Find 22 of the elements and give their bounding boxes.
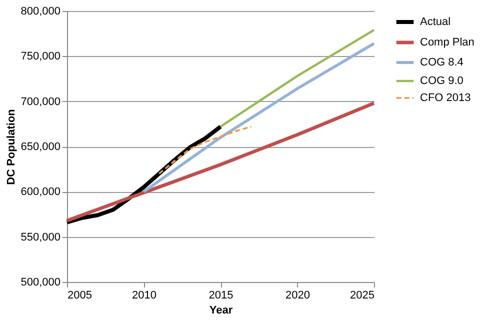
legend-label: COG 9.0 [420,75,464,87]
legend-label: Comp Plan [420,36,474,48]
y-tick-label: 700,000 [20,96,60,108]
line-series [158,126,252,174]
y-tick-label: 500,000 [20,276,60,288]
y-tick-label: 800,000 [20,6,60,18]
x-tick-label: 2020 [286,290,310,302]
legend-label: CFO 2013 [420,92,471,104]
line-series [65,101,376,222]
y-tick-label: 650,000 [20,141,60,153]
x-tick-label: 2025 [350,290,374,302]
x-axis-title: Year [209,304,234,316]
y-tick-label: 750,000 [20,50,60,63]
x-tick-label: 2015 [208,290,234,302]
legend-label: COG 8.4 [420,56,464,68]
y-tick-label: 600,000 [20,186,60,198]
y-axis-title: DC Population [6,108,18,185]
line-series [142,42,376,194]
x-tick-label: 2010 [132,290,156,302]
x-tick-label: 2005 [68,290,92,302]
y-tick-label: 550,000 [20,231,60,244]
legend-label: Actual [420,16,451,28]
